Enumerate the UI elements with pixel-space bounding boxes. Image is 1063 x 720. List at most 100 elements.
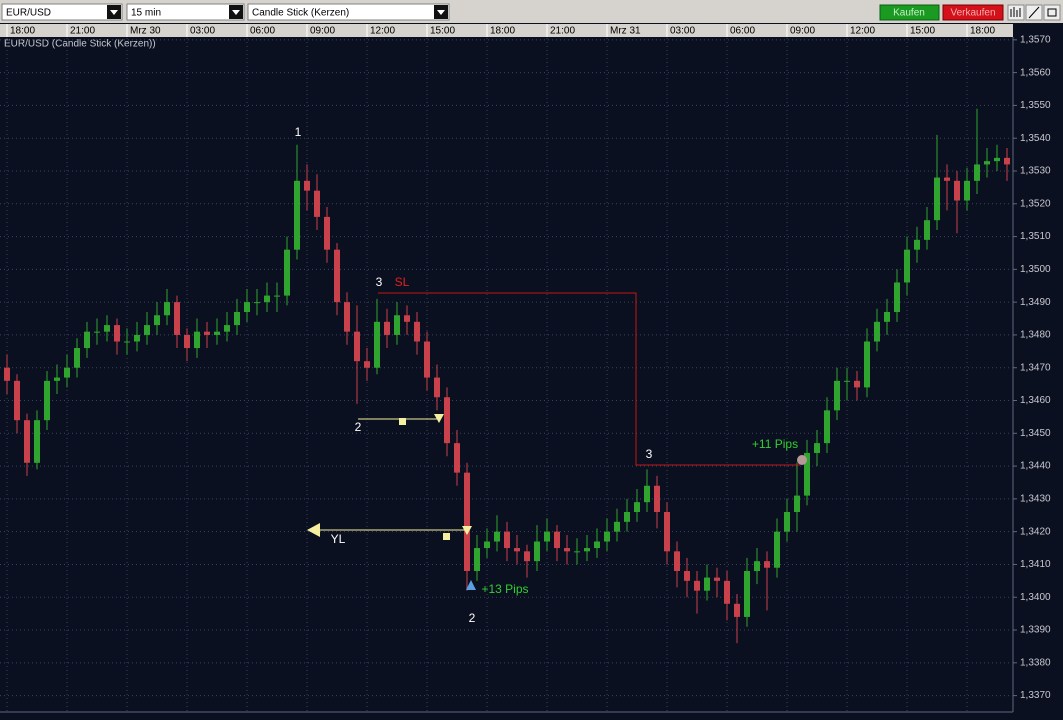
buy-button[interactable]: Kaufen: [879, 4, 940, 21]
candle-body: [994, 157, 1000, 162]
candle-body: [554, 531, 560, 549]
sell-arrow: [462, 526, 472, 535]
chart-title: EUR/USD (Candle Stick (Kerzen)): [4, 39, 156, 50]
candle-body: [414, 321, 420, 342]
candle-body: [264, 295, 270, 303]
candle-body: [374, 321, 380, 368]
candle-body: [64, 367, 70, 378]
candle-body: [524, 551, 530, 562]
candle-body: [294, 180, 300, 250]
annotation: 2: [469, 611, 476, 625]
candle-body: [574, 551, 580, 553]
x-tick-label: 15:00: [430, 26, 455, 37]
candle-body: [224, 325, 230, 332]
candle-body: [794, 495, 800, 512]
candle-body: [744, 571, 750, 617]
candle-body: [464, 472, 470, 572]
y-tick-label: 1,3490: [1020, 297, 1051, 308]
x-tick-label: 18:00: [970, 26, 995, 37]
candle-body: [594, 541, 600, 549]
candle-body: [164, 302, 170, 316]
trade-drawings: [307, 292, 807, 590]
symbol: EUR/USD: [6, 8, 51, 19]
plot: [0, 38, 1013, 712]
candle-body: [4, 367, 10, 381]
y-tick-label: 1,3410: [1020, 559, 1051, 570]
candle-body: [214, 331, 220, 335]
candle-body: [814, 443, 820, 453]
candle-body: [544, 531, 550, 542]
annotation: +13 Pips: [481, 582, 528, 596]
buy-arrow: [466, 580, 476, 590]
y-tick-label: 1,3400: [1020, 592, 1051, 603]
candle-body: [124, 341, 130, 343]
candle-body: [704, 577, 710, 591]
x-tick-label: 12:00: [370, 26, 395, 37]
y-tick-label: 1,3390: [1020, 625, 1051, 636]
sell-button[interactable]: Verkaufen: [942, 4, 1004, 21]
x-tick-label: 06:00: [730, 26, 755, 37]
x-tick-label: 09:00: [310, 26, 335, 37]
candle-body: [354, 331, 360, 362]
x-tick-label: 03:00: [670, 26, 695, 37]
candle-body: [894, 282, 900, 312]
interval-select[interactable]: 15 min: [126, 3, 245, 21]
x-tick-label: 18:00: [490, 26, 515, 37]
candle-body: [734, 603, 740, 617]
x-tick-label: Mrz 30: [130, 26, 161, 37]
candle-body: [454, 443, 460, 473]
candle-body: [924, 220, 930, 240]
candle-body: [694, 580, 700, 591]
candle-body: [44, 380, 50, 421]
candle-body: [834, 380, 840, 411]
candle-body: [1004, 157, 1010, 165]
x-tick-label: 18:00: [10, 26, 35, 37]
candle-body: [384, 321, 390, 335]
y-tick-label: 1,3470: [1020, 362, 1051, 373]
candle-body: [864, 341, 870, 388]
candle-body: [284, 249, 290, 296]
candle-body: [84, 331, 90, 349]
candle-body: [234, 311, 240, 326]
y-tick-label: 1,3480: [1020, 330, 1051, 341]
candle-body: [114, 325, 120, 342]
tool-icons[interactable]: [1007, 4, 1061, 21]
annotation: 3: [376, 275, 383, 289]
marker: [399, 418, 406, 425]
candle-body: [664, 511, 670, 552]
candle-body: [194, 331, 200, 349]
candle-body: [174, 302, 180, 335]
y-tick-label: 1,3560: [1020, 67, 1051, 78]
candle-body: [634, 502, 640, 512]
candle-body: [934, 177, 940, 221]
sell-label: Verkaufen: [950, 8, 995, 19]
candle-body: [764, 561, 770, 568]
candle-body: [424, 341, 430, 378]
candle-body: [274, 295, 280, 297]
candle-body: [34, 420, 40, 463]
x-tick-label: 09:00: [790, 26, 815, 37]
time-axis: [0, 24, 1013, 37]
symbol-select[interactable]: EUR/USD: [1, 3, 123, 21]
candle-body: [674, 551, 680, 572]
chart-type-select[interactable]: Candle Stick (Kerzen): [247, 3, 450, 21]
chart-type: Candle Stick (Kerzen): [252, 8, 349, 19]
candle-body: [494, 531, 500, 542]
candle-body: [954, 180, 960, 201]
candle-body: [204, 331, 210, 335]
x-tick-label: 06:00: [250, 26, 275, 37]
y-tick-label: 1,3420: [1020, 526, 1051, 537]
annotations: 1 2 3 SL 2 YL +13 Pips 3 +11 Pips: [295, 125, 798, 625]
candle-body: [684, 571, 690, 581]
yl-arrow: [307, 523, 320, 537]
y-tick-label: 1,3520: [1020, 198, 1051, 209]
candle-body: [74, 348, 80, 368]
candle-body: [404, 315, 410, 322]
x-tick-label: 21:00: [550, 26, 575, 37]
y-tick-label: 1,3570: [1020, 34, 1051, 45]
y-tick-label: 1,3450: [1020, 428, 1051, 439]
candle-body: [904, 249, 910, 283]
candle-body: [344, 302, 350, 332]
